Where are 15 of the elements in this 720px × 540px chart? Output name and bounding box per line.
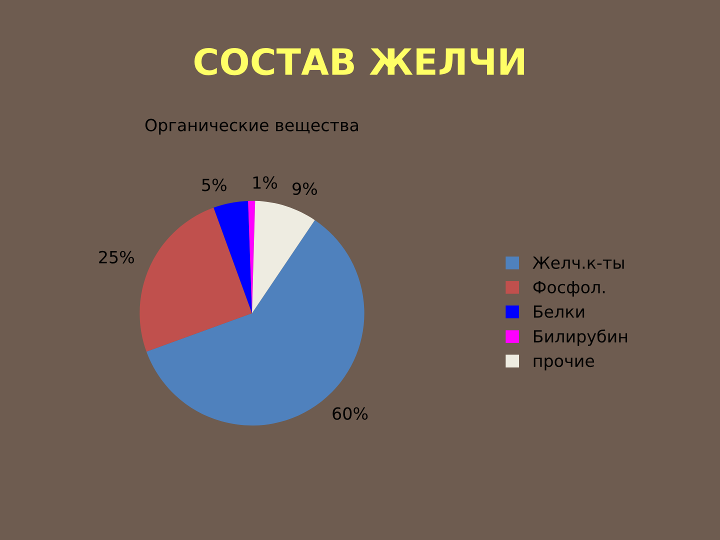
legend-label: Фосфол. [533, 281, 605, 297]
data-label: 1% [253, 176, 278, 189]
data-label: 25% [99, 250, 134, 264]
chart-subtitle: Органические вещества [145, 118, 358, 135]
pie-slice [140, 208, 252, 352]
legend-label: Белки [534, 306, 584, 318]
legend-label: Билирубин [534, 329, 628, 346]
data-label: 60% [332, 407, 368, 420]
pie-slice [214, 200, 252, 314]
pie-slice [252, 200, 315, 314]
data-label: 9% [292, 182, 318, 196]
chart-title: СОСТАВ ЖЕЛЧИ [194, 48, 524, 76]
legend-label: прочие [534, 358, 594, 370]
legend-label: Желч.к-ты [532, 256, 624, 269]
data-label: 5% [202, 178, 226, 192]
